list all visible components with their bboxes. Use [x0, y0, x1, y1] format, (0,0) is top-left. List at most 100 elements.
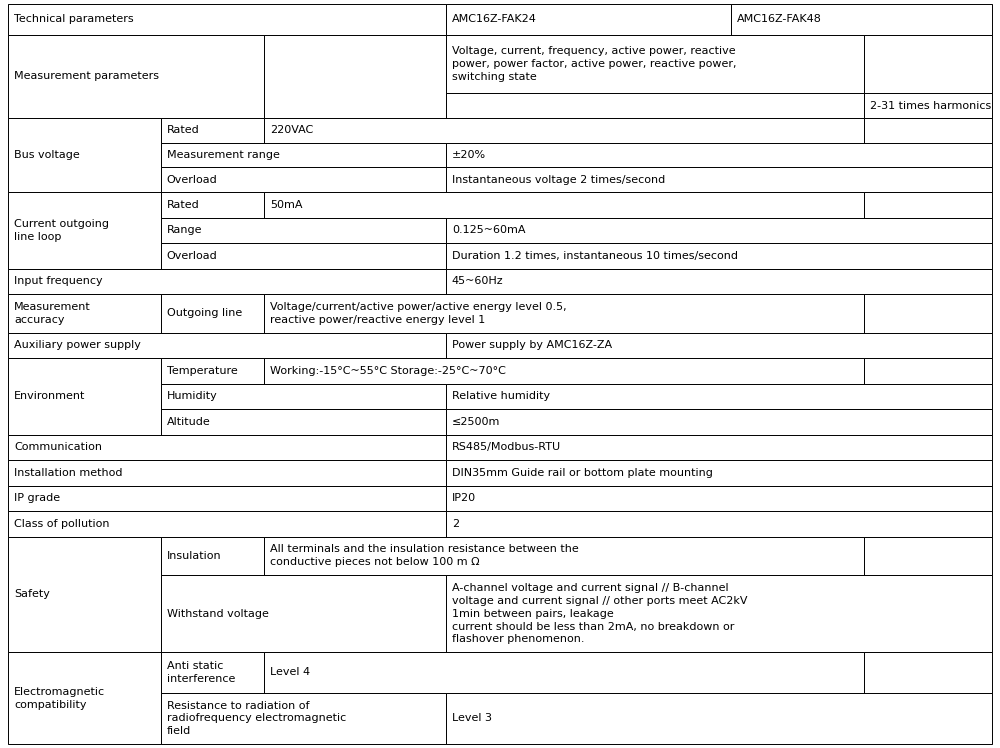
Text: Communication: Communication — [14, 442, 102, 453]
Bar — [161, 693, 446, 744]
Bar — [8, 269, 446, 294]
Text: AMC16Z-FAK24: AMC16Z-FAK24 — [452, 14, 537, 24]
Text: Level 3: Level 3 — [452, 714, 492, 723]
Bar — [8, 435, 446, 460]
Bar — [161, 575, 446, 652]
Text: Level 4: Level 4 — [270, 667, 310, 678]
Bar — [446, 333, 992, 358]
Bar — [264, 34, 446, 118]
Text: Altitude: Altitude — [167, 417, 210, 427]
Bar — [8, 118, 161, 192]
Bar — [446, 243, 992, 269]
Bar — [446, 460, 992, 485]
Text: Temperature: Temperature — [167, 366, 237, 376]
Text: Bus voltage: Bus voltage — [14, 150, 80, 160]
Bar — [161, 652, 264, 693]
Bar — [446, 575, 992, 652]
Text: Installation method: Installation method — [14, 468, 122, 478]
Text: Insulation: Insulation — [167, 551, 221, 561]
Text: Anti static
interference: Anti static interference — [167, 661, 235, 684]
Text: 50mA: 50mA — [270, 200, 302, 210]
Bar — [264, 192, 864, 218]
Bar — [864, 294, 992, 333]
Text: Technical parameters: Technical parameters — [14, 14, 134, 24]
Bar — [8, 34, 264, 118]
Bar — [446, 511, 992, 536]
Text: Electromagnetic
compatibility: Electromagnetic compatibility — [14, 687, 105, 710]
Bar — [161, 218, 446, 243]
Bar — [446, 143, 992, 168]
Text: Power supply by AMC16Z-ZA: Power supply by AMC16Z-ZA — [452, 340, 612, 350]
Text: Safety: Safety — [14, 589, 50, 599]
Bar — [264, 536, 864, 575]
Bar — [8, 511, 446, 536]
Text: 2: 2 — [452, 519, 459, 529]
Bar — [8, 358, 161, 435]
Text: Instantaneous voltage 2 times/second: Instantaneous voltage 2 times/second — [452, 175, 665, 185]
Bar — [8, 536, 161, 652]
Bar — [446, 435, 992, 460]
Bar — [161, 384, 446, 409]
Bar — [161, 409, 446, 435]
Text: Relative humidity: Relative humidity — [452, 391, 550, 402]
Text: Auxiliary power supply: Auxiliary power supply — [14, 340, 141, 350]
Bar — [864, 536, 992, 575]
Bar — [8, 294, 161, 333]
Text: ±20%: ±20% — [452, 150, 486, 160]
Text: 2-31 times harmonics: 2-31 times harmonics — [870, 101, 991, 111]
Bar — [8, 4, 446, 34]
Bar — [264, 294, 864, 333]
Text: Voltage/current/active power/active energy level 0.5,
reactive power/reactive en: Voltage/current/active power/active ener… — [270, 302, 566, 325]
Text: 0.125~60mA: 0.125~60mA — [452, 225, 525, 236]
Text: Rated: Rated — [167, 126, 199, 135]
Bar — [864, 118, 992, 143]
Text: RS485/Modbus-RTU: RS485/Modbus-RTU — [452, 442, 561, 453]
Text: IP grade: IP grade — [14, 494, 60, 503]
Bar — [446, 693, 992, 744]
Bar — [264, 652, 864, 693]
Bar — [8, 652, 161, 744]
Bar — [446, 4, 731, 34]
Bar — [864, 34, 992, 94]
Text: Humidity: Humidity — [167, 391, 217, 402]
Text: Working:-15°C~55°C Storage:-25°C~70°C: Working:-15°C~55°C Storage:-25°C~70°C — [270, 366, 506, 376]
Bar — [161, 358, 264, 384]
Bar — [864, 358, 992, 384]
Text: Resistance to radiation of
radiofrequency electromagnetic
field: Resistance to radiation of radiofrequenc… — [167, 701, 346, 736]
Bar — [446, 269, 992, 294]
Text: Current outgoing
line loop: Current outgoing line loop — [14, 219, 109, 242]
Text: Environment: Environment — [14, 391, 85, 402]
Text: Input frequency: Input frequency — [14, 276, 103, 286]
Text: Measurement
accuracy: Measurement accuracy — [14, 302, 91, 325]
Bar — [8, 333, 446, 358]
Text: Voltage, current, frequency, active power, reactive
power, power factor, active : Voltage, current, frequency, active powe… — [452, 46, 736, 82]
Bar — [446, 168, 992, 192]
Bar — [264, 358, 864, 384]
Bar — [446, 409, 992, 435]
Bar — [446, 218, 992, 243]
Bar — [161, 294, 264, 333]
Text: Range: Range — [167, 225, 202, 236]
Text: A-channel voltage and current signal // B-channel
voltage and current signal // : A-channel voltage and current signal // … — [452, 583, 747, 644]
Text: Measurement parameters: Measurement parameters — [14, 71, 159, 82]
Bar — [864, 652, 992, 693]
Text: Overload: Overload — [167, 251, 217, 261]
Text: IP20: IP20 — [452, 494, 476, 503]
Bar — [161, 118, 264, 143]
Text: Class of pollution: Class of pollution — [14, 519, 110, 529]
Text: Measurement range: Measurement range — [167, 150, 279, 160]
Bar — [161, 192, 264, 218]
Bar — [264, 118, 864, 143]
Text: 220VAC: 220VAC — [270, 126, 313, 135]
Text: Rated: Rated — [167, 200, 199, 210]
Bar — [731, 4, 992, 34]
Text: 45~60Hz: 45~60Hz — [452, 276, 504, 286]
Bar — [161, 168, 446, 192]
Text: All terminals and the insulation resistance between the
conductive pieces not be: All terminals and the insulation resista… — [270, 545, 579, 567]
Bar — [161, 143, 446, 168]
Text: Withstand voltage: Withstand voltage — [167, 609, 268, 619]
Bar — [161, 243, 446, 269]
Bar — [864, 94, 992, 118]
Text: DIN35mm Guide rail or bottom plate mounting: DIN35mm Guide rail or bottom plate mount… — [452, 468, 713, 478]
Bar — [8, 485, 446, 511]
